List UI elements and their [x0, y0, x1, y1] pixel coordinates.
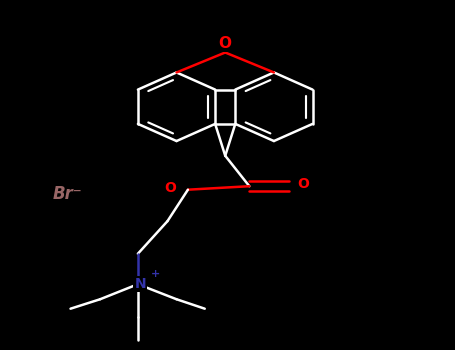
Text: Br⁻: Br⁻: [52, 185, 82, 203]
Text: O: O: [165, 181, 177, 195]
Text: N: N: [134, 277, 146, 291]
Text: +: +: [151, 269, 160, 279]
Text: O: O: [297, 177, 309, 191]
Text: O: O: [219, 36, 232, 51]
